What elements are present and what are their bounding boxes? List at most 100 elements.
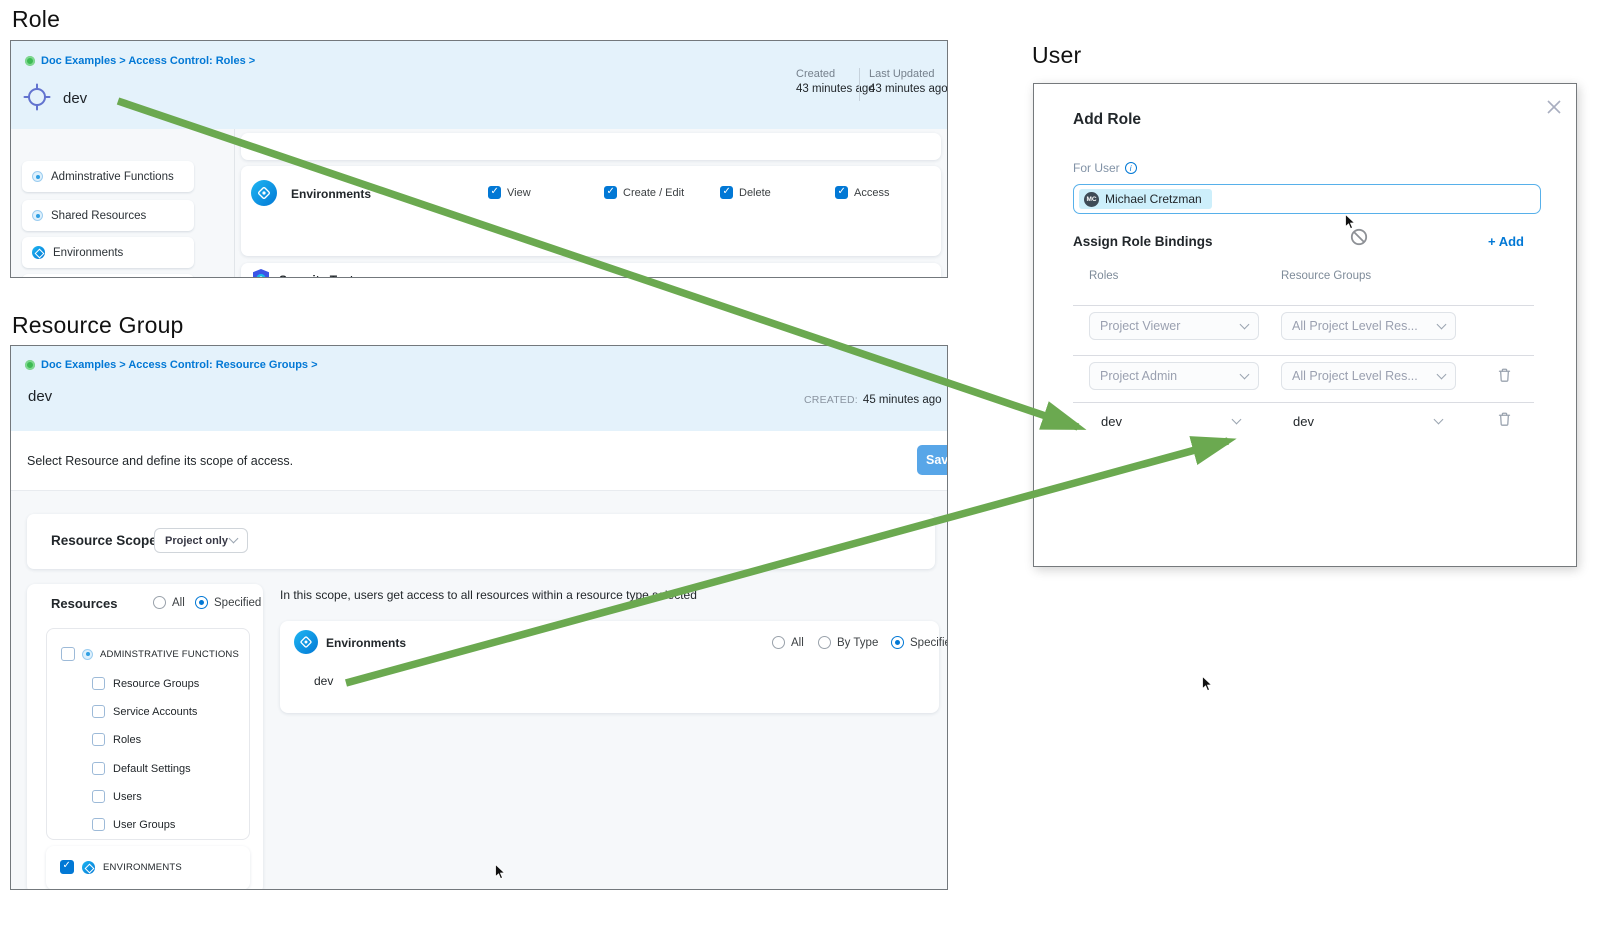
- user-select-input[interactable]: MC Michael Cretzman: [1073, 184, 1541, 214]
- environments-permission-card: Environments View Create / Edit Delete A…: [241, 166, 941, 256]
- permission-card-partial: [241, 133, 941, 160]
- add-role-dialog: Add Role For User i MC Michael Cretzman …: [1033, 83, 1577, 567]
- tree-item-roles: Roles: [92, 733, 141, 746]
- resource-group-meta: CREATED: 45 minutes ago LAST UPD: [804, 393, 947, 407]
- toolbar-band: Select Resource and define its scope of …: [11, 431, 947, 491]
- avatar: MC: [1084, 191, 1099, 207]
- access-checkbox[interactable]: [835, 186, 848, 199]
- mouse-cursor-not-allowed: [1345, 214, 1371, 248]
- role-breadcrumb[interactable]: Doc Examples > Access Control: Roles >: [25, 55, 255, 67]
- roles-column-header: Roles: [1089, 270, 1119, 282]
- sidebar-item-partial[interactable]: [22, 274, 194, 277]
- group-select-row1[interactable]: All Project Level Res...: [1281, 312, 1456, 340]
- resource-group-section-heading: Resource Group: [12, 312, 184, 338]
- role-updated-block: Last Updated 43 minutes ago: [869, 68, 947, 95]
- specified-radio[interactable]: [891, 636, 904, 649]
- environments-icon: [294, 630, 318, 654]
- resource-scope-dropdown[interactable]: Project only: [154, 528, 248, 553]
- env-radio-by-type: By Type: [818, 636, 878, 649]
- perm-label: View: [507, 186, 531, 199]
- user-groups-checkbox[interactable]: [92, 818, 105, 831]
- tree-item-label: User Groups: [113, 818, 176, 831]
- tree-parent-label: ADMINSTRATIVE FUNCTIONS: [100, 648, 240, 660]
- close-icon[interactable]: [1546, 99, 1562, 115]
- selected-environment-value: dev: [314, 674, 334, 688]
- perm-access: Access: [835, 186, 889, 199]
- security-tests-card: Security Tests: [241, 263, 941, 277]
- tree-env-label: ENVIRONMENTS: [103, 861, 182, 873]
- sidebar-item-label: Environments: [53, 246, 124, 259]
- roles-checkbox[interactable]: [92, 733, 105, 746]
- administrative-functions-checkbox[interactable]: [61, 647, 75, 661]
- mouse-cursor: [495, 864, 506, 880]
- sidebar-divider: [234, 129, 235, 277]
- group-select-value: All Project Level Res...: [1292, 369, 1418, 383]
- user-chip[interactable]: MC Michael Cretzman: [1079, 189, 1212, 209]
- project-icon: [25, 56, 35, 66]
- radio-label: By Type: [837, 636, 879, 649]
- created-label: Created: [796, 68, 836, 80]
- delete-binding-icon[interactable]: [1497, 411, 1512, 427]
- role-title: dev: [63, 90, 88, 107]
- chevron-down-icon: [1239, 369, 1250, 379]
- resource-scope-card: Resource Scope Project only: [27, 514, 935, 569]
- perm-label: Delete: [739, 186, 771, 199]
- environments-scope-card: Environments All By Type Specified dev: [280, 621, 947, 713]
- role-select-row2[interactable]: Project Admin: [1089, 362, 1259, 390]
- environments-checkbox[interactable]: [60, 860, 74, 874]
- perm-view: View: [488, 186, 531, 199]
- tree-item-label: Resource Groups: [113, 677, 200, 690]
- delete-binding-icon[interactable]: [1497, 367, 1512, 383]
- all-radio[interactable]: [772, 636, 785, 649]
- users-checkbox[interactable]: [92, 790, 105, 803]
- updated-label: Last Updated: [869, 68, 935, 80]
- save-button[interactable]: Save: [917, 445, 947, 475]
- group-select-row3[interactable]: dev: [1293, 414, 1314, 429]
- bindings-label: Assign Role Bindings: [1073, 234, 1213, 249]
- service-accounts-checkbox[interactable]: [92, 705, 105, 718]
- sidebar-item-environments[interactable]: Environments: [22, 237, 194, 268]
- info-icon[interactable]: i: [1124, 162, 1137, 174]
- create-edit-checkbox[interactable]: [604, 186, 617, 199]
- role-breadcrumb-text[interactable]: Doc Examples > Access Control: Roles >: [41, 55, 256, 67]
- role-select-row3[interactable]: dev: [1101, 414, 1122, 429]
- sidebar-item-administrative-functions[interactable]: Adminstrative Functions: [22, 161, 194, 192]
- by-type-radio[interactable]: [818, 636, 831, 649]
- environments-icon: [32, 246, 45, 259]
- for-user-row: For User i: [1073, 161, 1137, 175]
- resource-group-breadcrumb[interactable]: Doc Examples > Access Control: Resource …: [25, 359, 318, 371]
- resource-group-panel: Doc Examples > Access Control: Resource …: [10, 345, 948, 890]
- tree-item-resource-groups: Resource Groups: [92, 677, 199, 690]
- resource-type-label: Environments: [326, 636, 407, 650]
- add-binding-button[interactable]: + Add: [1488, 234, 1524, 249]
- environments-tree-card: ENVIRONMENTS: [46, 846, 250, 889]
- shared-resources-icon: [32, 210, 43, 221]
- chevron-down-icon[interactable]: [1433, 414, 1444, 425]
- radio-label: All: [172, 596, 185, 609]
- tree-environments-row: ENVIRONMENTS: [60, 860, 182, 874]
- chevron-down-icon[interactable]: [1231, 414, 1242, 425]
- for-user-label: For User: [1073, 161, 1120, 175]
- resource-group-breadcrumb-text[interactable]: Doc Examples > Access Control: Resource …: [41, 359, 318, 371]
- role-select-row1[interactable]: Project Viewer: [1089, 312, 1259, 340]
- delete-checkbox[interactable]: [720, 186, 733, 199]
- specified-radio[interactable]: [195, 596, 208, 609]
- group-select-row2[interactable]: All Project Level Res...: [1281, 362, 1456, 390]
- created-value: 45 minutes ago: [862, 394, 942, 406]
- scope-subtitle: Select Resource and define its scope of …: [27, 454, 294, 468]
- default-settings-checkbox[interactable]: [92, 762, 105, 775]
- resource-tree-card: ADMINSTRATIVE FUNCTIONS Resource Groups …: [46, 628, 250, 840]
- role-select-value: Project Admin: [1100, 369, 1178, 383]
- env-radio-specified: Specified: [891, 636, 947, 649]
- view-checkbox[interactable]: [488, 186, 501, 199]
- all-radio[interactable]: [153, 596, 166, 609]
- resource-scope-label: Resource Scope: [51, 533, 157, 548]
- sidebar-item-shared-resources[interactable]: Shared Resources: [22, 200, 194, 231]
- role-panel: Doc Examples > Access Control: Roles > d…: [10, 40, 948, 278]
- perm-delete: Delete: [720, 186, 771, 199]
- tree-item-default-settings: Default Settings: [92, 762, 191, 775]
- admin-functions-icon: [82, 648, 93, 660]
- resource-groups-checkbox[interactable]: [92, 677, 105, 690]
- radio-label: All: [791, 636, 804, 649]
